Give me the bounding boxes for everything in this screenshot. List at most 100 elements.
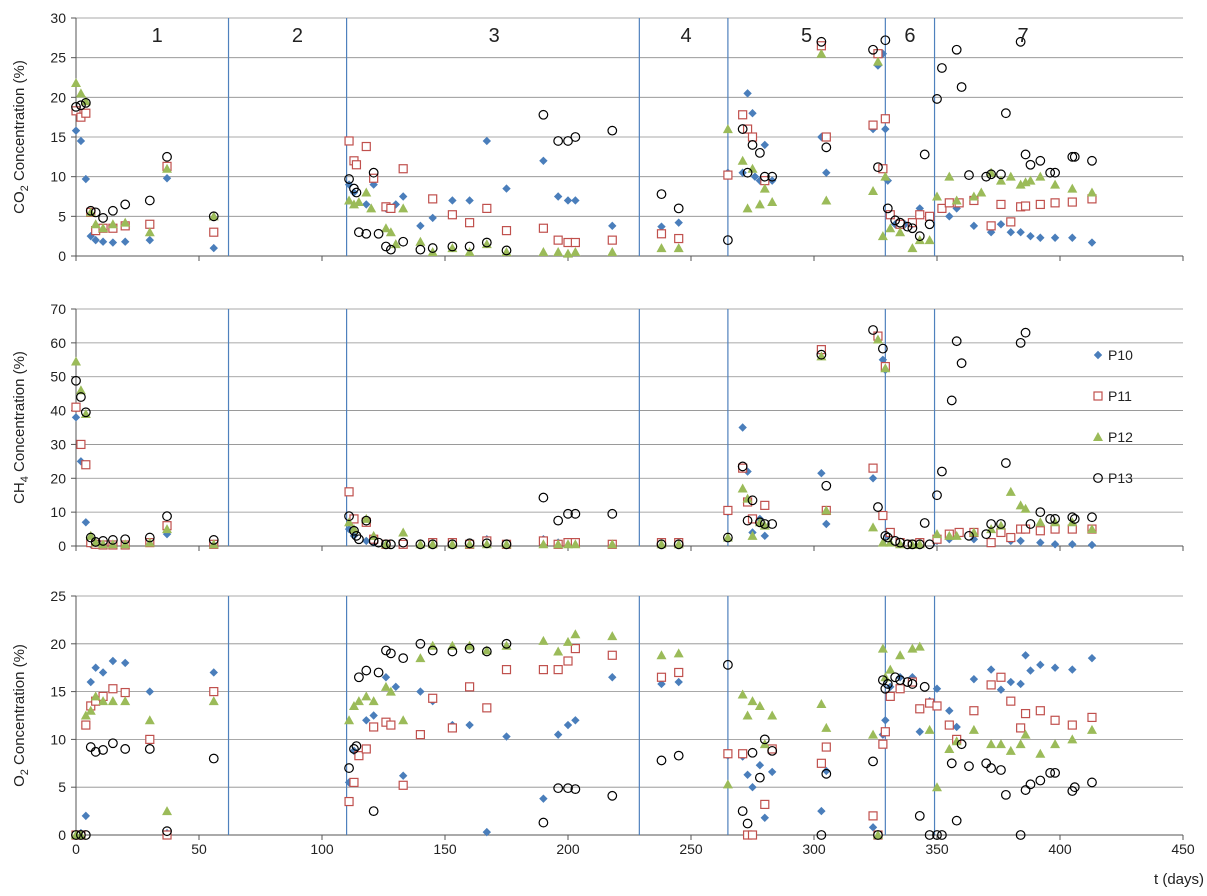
data-point-p12 bbox=[98, 539, 109, 549]
data-point-p13 bbox=[1050, 514, 1060, 524]
data-point-p13 bbox=[208, 211, 219, 222]
data-point-p10 bbox=[817, 469, 826, 478]
data-point-p13 bbox=[481, 646, 492, 657]
data-point-p13 bbox=[868, 756, 878, 767]
data-point-p13 bbox=[868, 44, 878, 55]
data-point-p13 bbox=[1000, 458, 1011, 468]
data-point-p13 bbox=[415, 539, 426, 550]
data-point-p13 bbox=[759, 519, 770, 529]
data-point-p10 bbox=[868, 823, 878, 832]
y-tick-label: 0 bbox=[58, 538, 66, 554]
data-point-p13 bbox=[986, 519, 997, 529]
data-point-p11 bbox=[723, 170, 733, 180]
series-p13 bbox=[71, 35, 1097, 256]
data-point-p10 bbox=[1087, 653, 1097, 663]
data-point-p11 bbox=[570, 237, 580, 248]
data-point-p12 bbox=[344, 715, 355, 725]
data-point-p13 bbox=[742, 167, 753, 178]
legend-label-p13: P13 bbox=[1108, 470, 1133, 486]
data-point-p13 bbox=[981, 529, 992, 540]
data-point-p12 bbox=[877, 643, 888, 653]
data-point-p12 bbox=[1035, 748, 1046, 758]
data-point-p11 bbox=[747, 132, 758, 142]
data-point-p11 bbox=[1035, 526, 1045, 536]
data-point-p11 bbox=[344, 487, 354, 497]
data-point-p11 bbox=[209, 686, 219, 697]
data-point-p13 bbox=[907, 223, 918, 234]
data-point-p11 bbox=[81, 108, 91, 118]
data-point-p13 bbox=[914, 231, 925, 242]
data-point-p12 bbox=[759, 183, 770, 193]
data-point-p13 bbox=[120, 534, 131, 545]
y-tick-label: 10 bbox=[50, 169, 66, 185]
data-point-p12 bbox=[944, 743, 955, 753]
y-axis-label-tail: Concentration (%) bbox=[11, 60, 28, 185]
data-point-p12 bbox=[1015, 500, 1026, 510]
data-point-p12 bbox=[932, 191, 942, 201]
data-point-p13 bbox=[1035, 775, 1046, 786]
data-point-p13 bbox=[76, 830, 86, 840]
data-point-p13 bbox=[737, 124, 748, 134]
data-point-p13 bbox=[427, 539, 438, 550]
data-point-p13 bbox=[937, 63, 947, 73]
data-point-p13 bbox=[368, 536, 379, 546]
data-point-p10 bbox=[91, 663, 100, 672]
data-point-p12 bbox=[951, 530, 962, 540]
data-point-p11 bbox=[880, 114, 890, 124]
data-point-p12 bbox=[907, 643, 918, 653]
data-point-p13 bbox=[932, 490, 942, 501]
data-point-p12 bbox=[380, 681, 391, 691]
data-point-p12 bbox=[353, 696, 364, 706]
data-point-p11 bbox=[482, 203, 492, 213]
data-point-p11 bbox=[538, 665, 549, 675]
legend-marker-p10 bbox=[1093, 350, 1103, 360]
data-point-p12 bbox=[107, 219, 118, 229]
data-point-p12 bbox=[607, 247, 618, 257]
y-tick-label: 50 bbox=[50, 369, 66, 385]
data-point-p12 bbox=[348, 524, 359, 534]
data-point-p11 bbox=[81, 460, 91, 470]
data-point-p13 bbox=[361, 228, 372, 239]
data-point-p11 bbox=[656, 672, 667, 682]
data-point-p12 bbox=[932, 529, 942, 539]
phase-label-1: 1 bbox=[152, 25, 163, 47]
data-point-p12 bbox=[1086, 524, 1097, 534]
data-point-p13 bbox=[723, 532, 733, 543]
data-point-p13 bbox=[759, 734, 770, 745]
data-point-p12 bbox=[1005, 171, 1016, 181]
data-point-p10 bbox=[750, 172, 760, 181]
data-point-p13 bbox=[447, 646, 458, 657]
data-point-p12 bbox=[868, 522, 879, 532]
data-point-p13 bbox=[981, 171, 992, 182]
data-point-p11 bbox=[145, 219, 155, 229]
data-point-p10 bbox=[571, 196, 580, 205]
data-point-p12 bbox=[1086, 724, 1097, 734]
legend-marker-p13 bbox=[1093, 473, 1103, 483]
data-point-p10 bbox=[502, 732, 511, 741]
data-point-p10 bbox=[822, 519, 831, 529]
data-point-p10 bbox=[760, 813, 769, 822]
data-point-p13 bbox=[742, 515, 753, 526]
data-point-p10 bbox=[108, 656, 118, 666]
data-point-p12 bbox=[821, 195, 832, 205]
data-point-p13 bbox=[538, 817, 549, 828]
phase-label-2: 2 bbox=[292, 25, 303, 47]
y-tick-label: 20 bbox=[50, 89, 66, 105]
data-point-p12 bbox=[895, 650, 906, 660]
data-point-p11 bbox=[1006, 532, 1016, 543]
data-point-p12 bbox=[880, 363, 891, 373]
data-point-p10 bbox=[1036, 538, 1045, 547]
data-point-p10 bbox=[822, 766, 831, 776]
data-point-p13 bbox=[90, 746, 101, 757]
data-point-p12 bbox=[951, 736, 962, 746]
data-point-p10 bbox=[1036, 660, 1045, 670]
data-point-p11 bbox=[465, 682, 475, 692]
data-point-p10 bbox=[416, 687, 425, 696]
data-point-p11 bbox=[816, 758, 826, 768]
x-tick-label: 50 bbox=[191, 841, 207, 857]
data-point-p10 bbox=[945, 212, 954, 221]
data-point-p12 bbox=[924, 724, 935, 734]
data-point-p12 bbox=[120, 696, 131, 706]
data-point-p12 bbox=[914, 641, 925, 651]
data-point-p11 bbox=[868, 811, 878, 821]
